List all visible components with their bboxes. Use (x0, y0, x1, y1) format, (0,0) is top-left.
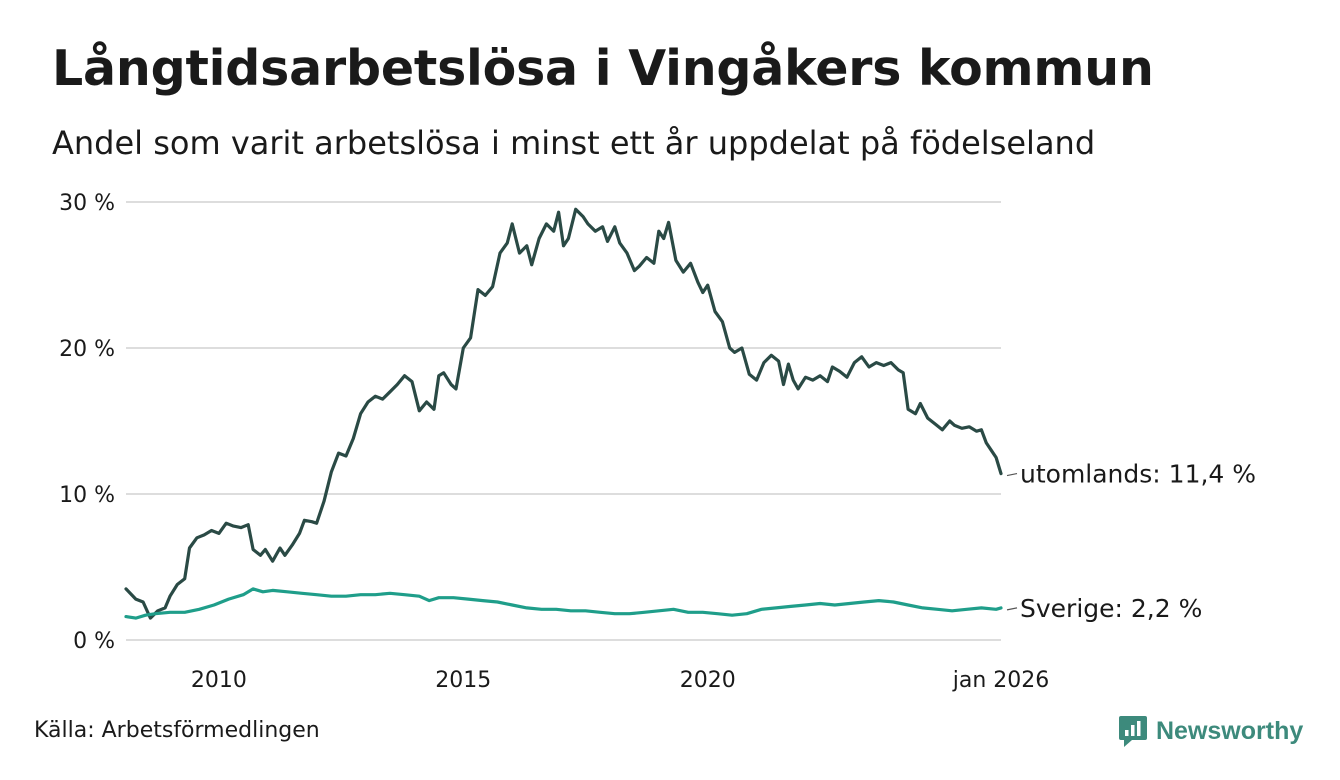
line-chart: 0 % 10 % 20 % 30 % 2010 2015 2020 jan 2026 uto… (59, 191, 1256, 693)
series-lines (124, 207, 1003, 620)
series-end-labels: utomlands: 11,4 % Sverige: 2,2 % (1006, 460, 1256, 623)
chart-subtitle: Andel som varit arbetslösa i minst ett å… (52, 124, 1096, 162)
y-tick-label: 0 % (73, 629, 115, 654)
x-tick-label: 2010 (191, 668, 247, 693)
label-leader (1006, 607, 1018, 611)
newsworthy-icon (1119, 716, 1147, 747)
series-line-utomlands (124, 207, 1003, 620)
series-label-utomlands: utomlands: 11,4 % (1020, 460, 1256, 489)
label-leader (1006, 472, 1018, 477)
y-tick-label: 20 % (59, 337, 115, 362)
y-axis: 0 % 10 % 20 % 30 % (59, 191, 115, 654)
x-tick-label: jan 2026 (952, 668, 1050, 693)
x-axis: 2010 2015 2020 jan 2026 (191, 668, 1049, 693)
series-label-Sverige: Sverige: 2,2 % (1020, 594, 1202, 623)
series-line-Sverige (124, 587, 1003, 620)
newsworthy-logo[interactable]: Newsworthy (1118, 714, 1303, 748)
x-tick-label: 2020 (680, 668, 736, 693)
y-tick-label: 10 % (59, 483, 115, 508)
chart-title: Långtidsarbetslösa i Vingåkers kommun (52, 40, 1154, 97)
brand-name: Newsworthy (1156, 716, 1304, 745)
source-note: Källa: Arbetsförmedlingen (34, 718, 320, 743)
gridlines (126, 201, 1001, 641)
y-tick-label: 30 % (59, 191, 115, 216)
x-tick-label: 2015 (435, 668, 491, 693)
